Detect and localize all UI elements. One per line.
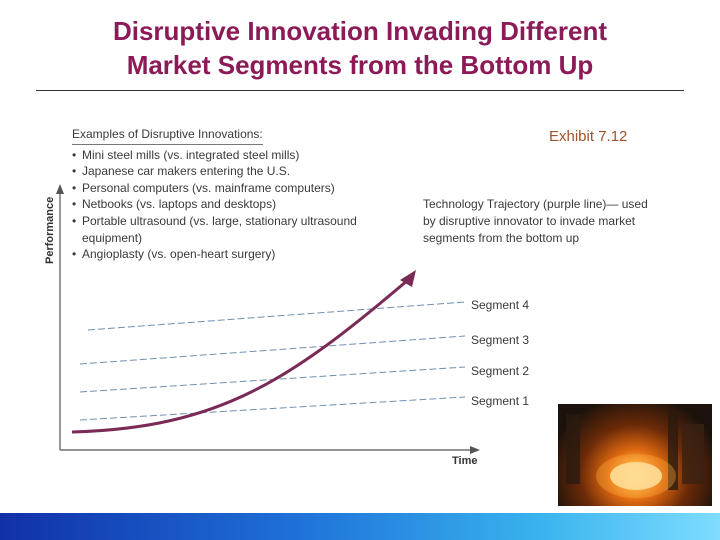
- example-item: Personal computers (vs. mainframe comput…: [72, 180, 392, 197]
- examples-list: Mini steel mills (vs. integrated steel m…: [72, 147, 392, 263]
- title-line-2: Market Segments from the Bottom Up: [126, 50, 594, 80]
- example-item: Netbooks (vs. laptops and desktops): [72, 196, 392, 213]
- examples-title: Examples of Disruptive Innovations:: [72, 126, 263, 145]
- segment-label-1: Segment 1: [471, 394, 530, 408]
- example-item: Angioplasty (vs. open-heart surgery): [72, 246, 392, 263]
- example-item: Mini steel mills (vs. integrated steel m…: [72, 147, 392, 164]
- steel-mill-photo: [558, 404, 712, 506]
- trajectory-note: Technology Trajectory (purple line)— use…: [423, 197, 648, 245]
- examples-block: Examples of Disruptive Innovations: Mini…: [72, 126, 392, 263]
- technology-trajectory-line: [71, 278, 409, 434]
- segment-label-4: Segment 4: [471, 298, 530, 312]
- example-item: Portable ultrasound (vs. large, stationa…: [72, 213, 392, 246]
- trajectory-arrowhead: [400, 270, 416, 287]
- steel-mill-illustration: [566, 410, 704, 498]
- y-axis-label: Performance: [44, 196, 56, 264]
- slide-title: Disruptive Innovation Invading Different…: [0, 14, 720, 82]
- title-line-1: Disruptive Innovation Invading Different: [112, 16, 608, 46]
- x-axis-label: Time: [452, 455, 478, 467]
- segment-line-1: [79, 396, 466, 421]
- segment-label-2: Segment 2: [471, 364, 530, 378]
- x-axis-arrow: [470, 446, 480, 454]
- example-item: Japanese car makers entering the U.S.: [72, 163, 392, 180]
- y-axis-arrow: [56, 184, 64, 194]
- footer-bar: [0, 513, 720, 540]
- segment-line-3: [79, 335, 466, 365]
- segment-label-3: Segment 3: [471, 333, 530, 347]
- exhibit-label: Exhibit 7.12: [549, 128, 628, 145]
- title-divider: [36, 90, 684, 91]
- segment-line-4: [87, 301, 466, 331]
